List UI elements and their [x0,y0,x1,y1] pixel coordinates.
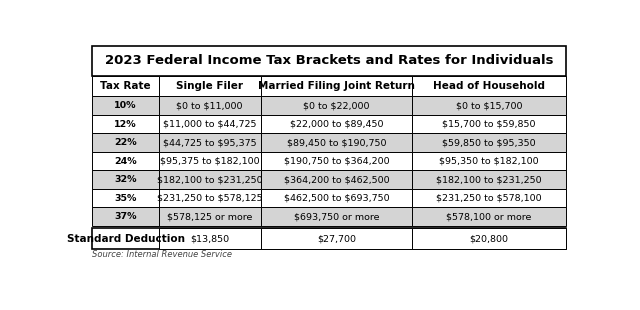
Bar [260,76,412,96]
Bar [92,46,566,76]
Text: \$0 to \$22,000: \$0 to \$22,000 [303,101,369,110]
Bar [412,115,566,133]
Bar [159,207,260,226]
Bar [260,228,412,249]
Text: \$44,725 to \$95,375: \$44,725 to \$95,375 [163,138,257,147]
Bar [92,133,159,152]
Bar [159,96,260,115]
Bar [159,115,260,133]
Bar [92,76,159,96]
Bar [92,96,159,115]
Text: \$231,250 to \$578,100: \$231,250 to \$578,100 [436,193,542,202]
Bar [412,170,566,189]
Text: \$20,800: \$20,800 [470,234,509,243]
Bar [260,115,412,133]
Text: \$27,700: \$27,700 [317,234,356,243]
Bar [412,133,566,152]
Bar [260,189,412,207]
Text: \$0 to \$15,700: \$0 to \$15,700 [456,101,522,110]
Text: 2023 Federal Income Tax Brackets and Rates for Individuals: 2023 Federal Income Tax Brackets and Rat… [105,54,554,67]
Text: \$462,500 to \$693,750: \$462,500 to \$693,750 [284,193,389,202]
Bar [412,207,566,226]
Bar [92,152,159,170]
Text: \$13,850: \$13,850 [190,234,229,243]
Text: \$578,125 or more: \$578,125 or more [167,212,252,221]
Bar [412,96,566,115]
Text: \$182,100 to \$231,250: \$182,100 to \$231,250 [157,175,262,184]
Text: \$231,250 to \$578,125: \$231,250 to \$578,125 [157,193,262,202]
Text: \$190,750 to \$364,200: \$190,750 to \$364,200 [284,157,389,166]
Bar [92,170,159,189]
Bar [159,170,260,189]
Text: \$22,000 to \$89,450: \$22,000 to \$89,450 [289,120,383,129]
Text: \$89,450 to \$190,750: \$89,450 to \$190,750 [287,138,386,147]
Bar [92,189,159,207]
Text: 10%: 10% [115,101,137,110]
Text: \$693,750 or more: \$693,750 or more [294,212,379,221]
Text: Married Filing Joint Return: Married Filing Joint Return [258,81,415,91]
Text: Source: Internal Revenue Service: Source: Internal Revenue Service [92,250,232,259]
Bar [412,228,566,249]
Text: Standard Deduction: Standard Deduction [67,234,184,244]
Bar [92,207,159,226]
Text: \$95,350 to \$182,100: \$95,350 to \$182,100 [439,157,539,166]
Text: 24%: 24% [115,157,137,166]
Text: 32%: 32% [115,175,137,184]
Text: \$11,000 to \$44,725: \$11,000 to \$44,725 [163,120,257,129]
Bar [412,152,566,170]
Bar [260,133,412,152]
Bar [92,115,159,133]
Bar [159,189,260,207]
Text: \$364,200 to \$462,500: \$364,200 to \$462,500 [284,175,389,184]
Text: 12%: 12% [115,120,137,129]
Bar [159,228,260,249]
Bar [260,170,412,189]
Text: 35%: 35% [115,193,137,202]
Bar [159,133,260,152]
Text: 37%: 37% [115,212,137,221]
Bar [260,96,412,115]
Bar [92,228,566,249]
Text: \$59,850 to \$95,350: \$59,850 to \$95,350 [442,138,536,147]
Bar [260,152,412,170]
Bar [159,76,260,96]
Bar [412,76,566,96]
Text: Head of Household: Head of Household [433,81,545,91]
Text: \$0 to \$11,000: \$0 to \$11,000 [177,101,243,110]
Text: \$15,700 to \$59,850: \$15,700 to \$59,850 [442,120,536,129]
Text: Single Filer: Single Filer [176,81,243,91]
Text: 22%: 22% [115,138,137,147]
Bar [412,189,566,207]
Bar [260,207,412,226]
Text: \$182,100 to \$231,250: \$182,100 to \$231,250 [436,175,542,184]
Bar [159,152,260,170]
Text: Tax Rate: Tax Rate [100,81,151,91]
Text: \$578,100 or more: \$578,100 or more [447,212,532,221]
Text: \$95,375 to \$182,100: \$95,375 to \$182,100 [160,157,259,166]
